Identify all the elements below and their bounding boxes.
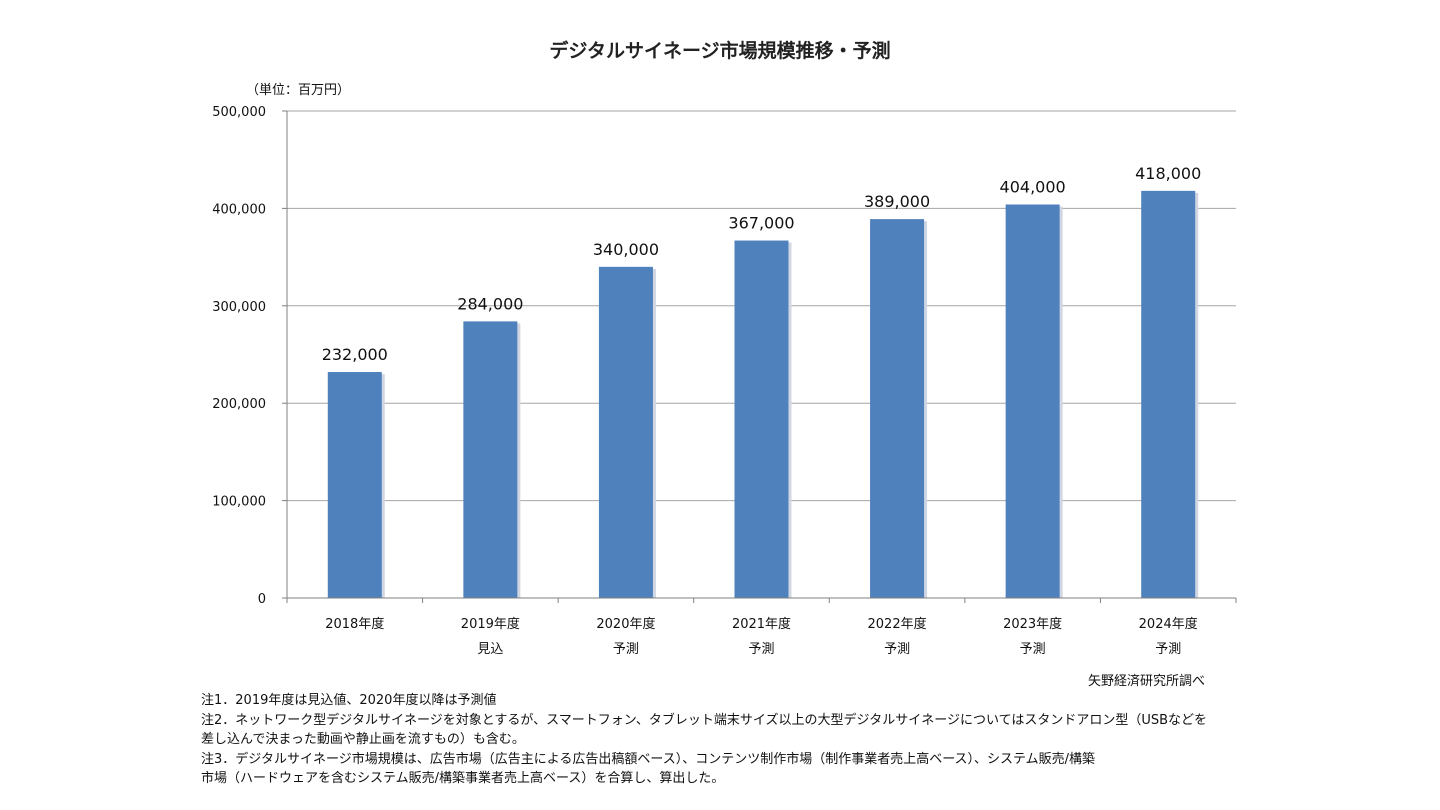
- x-axis-category-labels: 2018年度 2019年度見込2020年度予測2021年度予測2022年度予測20…: [325, 616, 1198, 657]
- notes: 注1．2019年度は見込値、2020年度以降は予測値 注2．ネットワーク型デジタ…: [201, 691, 1208, 789]
- y-tick-label: 400,000: [212, 202, 266, 217]
- note-line: 注2．ネットワーク型デジタルサイネージを対象とするが、スマートフォン、タブレット…: [201, 712, 1208, 728]
- note-line: 差し込んで決まった動画や静止画を流すもの）も含む。: [201, 732, 525, 747]
- data-label: 418,000: [1135, 164, 1201, 183]
- category-label: 2018年度: [325, 616, 384, 632]
- data-label: 340,000: [593, 240, 659, 259]
- bars: [327, 190, 1199, 599]
- bar: [463, 321, 518, 598]
- y-tick-label: 0: [258, 592, 266, 607]
- bar: [1141, 190, 1196, 599]
- note-line: 注1．2019年度は見込値、2020年度以降は予測値: [201, 693, 497, 708]
- bar: [1005, 204, 1060, 598]
- chart-title: デジタルサイネージ市場規模推移・予測: [549, 40, 891, 62]
- y-tick-label: 300,000: [212, 300, 266, 315]
- bar-chart: 0 100,000 200,000 300,000 400,000 500,000 232…: [212, 105, 1237, 657]
- data-label: 367,000: [728, 214, 794, 233]
- unit-label: （単位：百万円）: [246, 83, 351, 98]
- category-label: 2023年度: [1003, 616, 1062, 632]
- note-line: 市場（ハードウェアを含むシステム販売/構築事業者売上高ベース）を合算し、算出した…: [201, 771, 725, 786]
- data-label: 284,000: [457, 294, 523, 313]
- y-tick-label: 500,000: [212, 105, 266, 120]
- category-label: 予測: [1020, 642, 1046, 657]
- data-label: 232,000: [322, 345, 388, 364]
- note-line: 注3．デジタルサイネージ市場規模は、広告市場（広告主による広告出稿額ベース）、コ…: [201, 751, 1096, 767]
- y-tick-label: 100,000: [212, 495, 266, 510]
- category-label: 2024年度: [1139, 616, 1198, 632]
- category-label: 予測: [613, 642, 639, 657]
- category-label: 2021年度: [732, 616, 791, 632]
- category-label: 2019年度: [461, 616, 520, 632]
- data-labels: 232,000 284,000 340,000 367,000 389,000 404,0…: [322, 164, 1202, 364]
- category-label: 2022年度: [868, 616, 927, 632]
- bar: [598, 266, 653, 598]
- bar: [734, 240, 789, 599]
- y-axis-tick-labels: 0 100,000 200,000 300,000 400,000 500,000: [212, 105, 266, 607]
- category-label: 予測: [884, 642, 910, 657]
- source-label: 矢野経済研究所調べ: [1088, 674, 1206, 689]
- category-label: 予測: [748, 642, 774, 657]
- data-label: 389,000: [864, 192, 930, 211]
- category-label: 予測: [1155, 642, 1181, 657]
- axes: [282, 110, 1237, 603]
- bar: [327, 372, 382, 598]
- y-tick-label: 200,000: [212, 397, 266, 412]
- bar: [870, 219, 925, 598]
- category-label: 2020年度: [596, 616, 655, 632]
- category-label: 見込: [477, 642, 503, 657]
- data-label: 404,000: [1000, 178, 1066, 197]
